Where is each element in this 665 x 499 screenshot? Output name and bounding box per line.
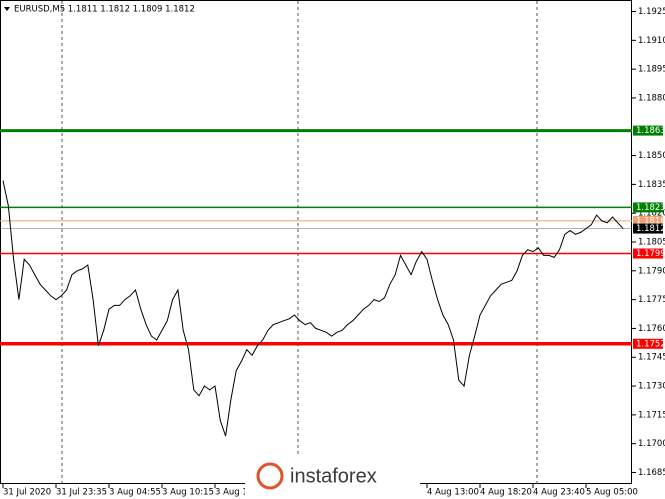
y-tick-label: 1.1715 <box>638 410 665 420</box>
level-label-box <box>633 202 663 213</box>
x-tick-label: 3 Aug 15:35 <box>215 488 267 498</box>
y-tick-label: 1.1925 <box>638 7 665 17</box>
x-tick-label: 4 Aug 18:20 <box>480 488 532 498</box>
y-tick-label: 1.1730 <box>638 382 665 392</box>
level-label: 1.1799 <box>636 249 665 259</box>
level-label-box <box>633 248 663 259</box>
menu-arrow <box>4 7 10 11</box>
y-tick-label: 1.1820 <box>638 209 665 219</box>
x-tick-label: 3 Aug 04:55 <box>109 488 161 498</box>
y-tick-label: 1.1805 <box>638 238 665 248</box>
x-tick-label: 5 Aug 05:00 <box>586 488 638 498</box>
x-tick-label: 31 Jul 2020 <box>3 488 51 498</box>
x-tick-label: 3 Aug 10:15 <box>162 488 214 498</box>
y-tick-label: 1.1775 <box>638 295 665 305</box>
y-tick-label: 1.1700 <box>638 439 665 449</box>
watermark-logo <box>256 462 284 490</box>
y-tick-label: 1.1760 <box>638 324 665 334</box>
level-label: 1.1752 <box>636 339 665 349</box>
chart-title: EURUSD,M5 1.1811 1.1812 1.1809 1.1812 <box>14 5 195 15</box>
level-label-box <box>633 125 663 136</box>
price-line <box>2 180 624 437</box>
y-tick-label: 1.1880 <box>638 93 665 103</box>
y-tick-label: 1.1910 <box>638 36 665 46</box>
watermark: instaforex <box>290 465 377 487</box>
y-tick-label: 1.1745 <box>638 353 665 363</box>
level-label: 1.1823 <box>636 203 665 213</box>
x-tick-label: 4 Aug 23:40 <box>533 488 585 498</box>
y-tick-label: 1.1835 <box>638 180 665 190</box>
level-label: 1.1863 <box>636 126 665 136</box>
level-label: 1.1816 <box>636 216 665 226</box>
y-tick-label: 1.1850 <box>638 151 665 161</box>
x-tick-label: 4 Aug 13:00 <box>427 488 479 498</box>
level-label-box <box>633 338 663 349</box>
level-label-box <box>633 223 663 234</box>
x-tick-label: 31 Jul 23:35 <box>56 488 107 498</box>
y-tick-label: 1.1895 <box>638 65 665 75</box>
level-label: 1.1812 <box>636 224 665 234</box>
level-label-box <box>633 215 663 226</box>
y-tick-label: 1.1685 <box>638 468 665 478</box>
y-tick-label: 1.1790 <box>638 266 665 276</box>
